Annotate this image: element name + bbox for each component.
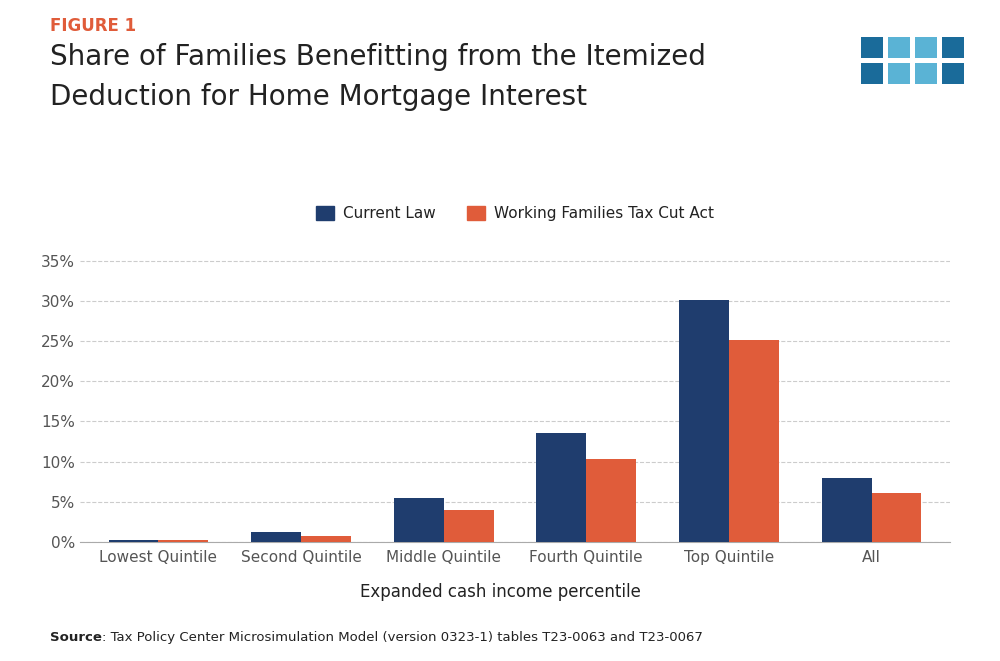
Bar [888,63,910,83]
Text: Source: Source [50,631,102,644]
Bar [888,37,910,58]
Bar [251,532,301,542]
Text: FIGURE 1: FIGURE 1 [50,17,136,34]
Bar [822,478,872,542]
Bar [942,37,964,58]
Legend: Current Law, Working Families Tax Cut Act: Current Law, Working Families Tax Cut Ac… [308,199,722,229]
Bar [444,510,494,542]
Bar [301,535,351,542]
Bar [586,459,636,542]
Bar [536,434,586,542]
Text: Share of Families Benefitting from the Itemized: Share of Families Benefitting from the I… [50,43,706,71]
Bar [729,340,779,542]
Bar [861,63,883,83]
Bar [872,493,921,542]
Text: TPC: TPC [874,95,951,128]
Bar [915,37,937,58]
Text: : Tax Policy Center Microsimulation Model (version 0323-1) tables T23-0063 and T: : Tax Policy Center Microsimulation Mode… [102,631,703,644]
Bar [394,498,444,542]
Bar [942,63,964,83]
Text: Deduction for Home Mortgage Interest: Deduction for Home Mortgage Interest [50,83,587,110]
Bar [861,37,883,58]
Bar [679,300,729,542]
Bar [158,541,208,542]
Text: Expanded cash income percentile: Expanded cash income percentile [360,582,640,601]
Bar [915,63,937,83]
Bar [109,539,158,542]
